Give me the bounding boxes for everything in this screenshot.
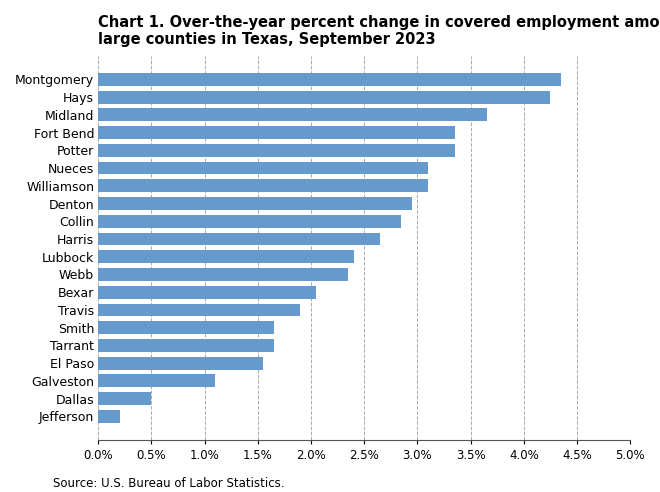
Bar [98, 91, 550, 103]
Bar [98, 392, 152, 405]
Bar [98, 286, 316, 299]
Bar [98, 268, 348, 281]
Bar [98, 304, 300, 316]
Bar [98, 215, 401, 228]
Bar [98, 126, 455, 139]
Bar [98, 108, 486, 121]
Bar [98, 374, 215, 387]
Bar [98, 144, 455, 157]
Bar [98, 410, 119, 423]
Text: Source: U.S. Bureau of Labor Statistics.: Source: U.S. Bureau of Labor Statistics. [53, 477, 284, 490]
Bar [98, 73, 561, 86]
Text: Chart 1. Over-the-year percent change in covered employment among selected
large: Chart 1. Over-the-year percent change in… [98, 15, 660, 47]
Bar [98, 162, 428, 175]
Bar [98, 180, 428, 192]
Bar [98, 197, 412, 210]
Bar [98, 357, 263, 369]
Bar [98, 321, 274, 334]
Bar [98, 339, 274, 352]
Bar [98, 233, 380, 246]
Bar [98, 250, 354, 263]
